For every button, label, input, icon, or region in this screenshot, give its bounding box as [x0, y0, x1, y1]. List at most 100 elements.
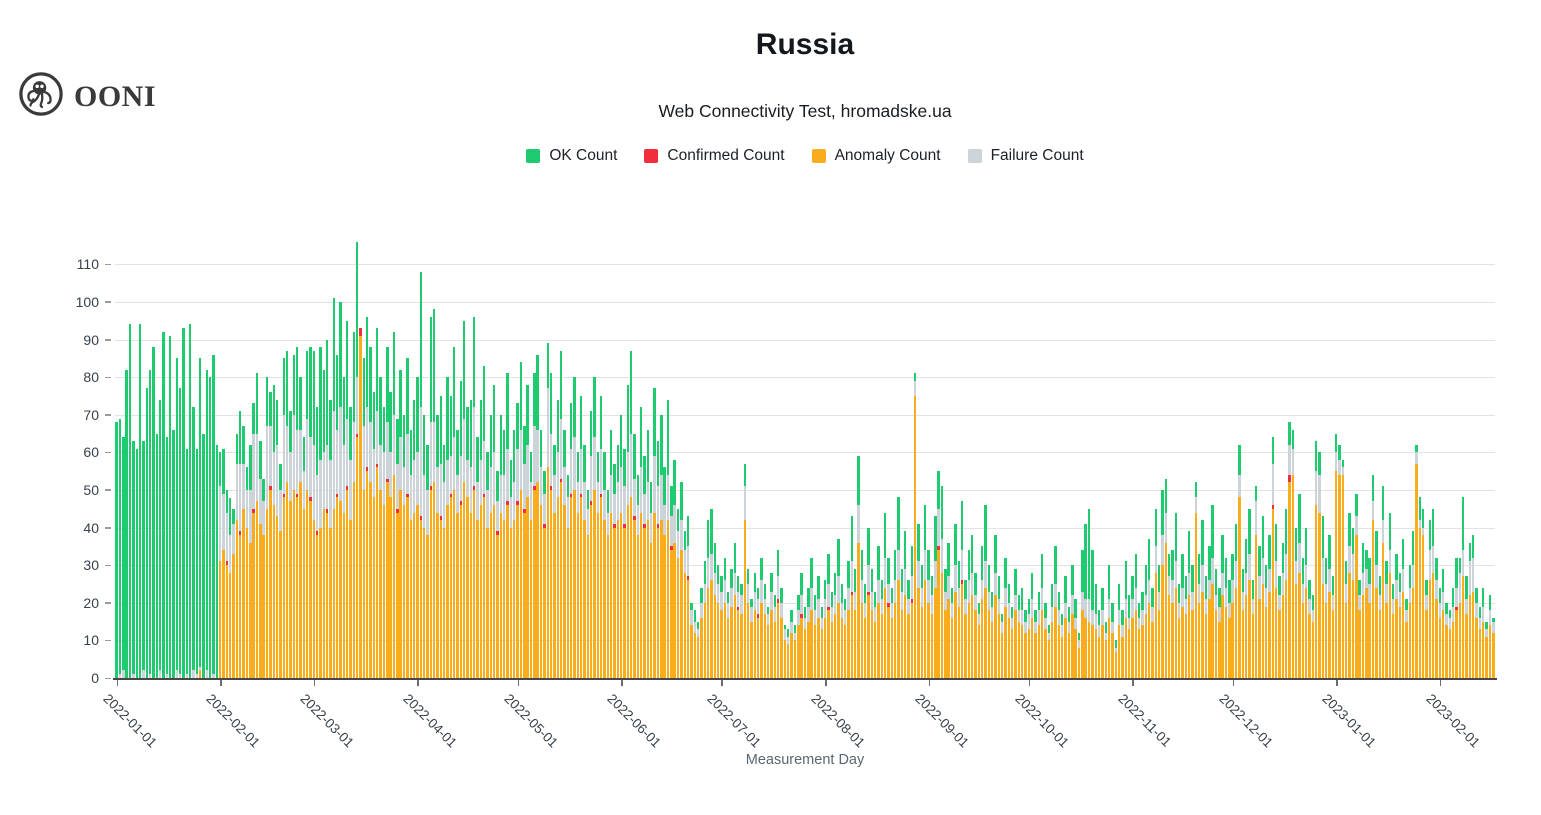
bar[interactable]: [232, 508, 235, 678]
bar[interactable]: [1408, 565, 1411, 678]
bar[interactable]: [462, 320, 466, 678]
bar[interactable]: [1478, 606, 1482, 678]
bar[interactable]: [1462, 497, 1465, 678]
bar[interactable]: [289, 410, 292, 678]
bar[interactable]: [666, 399, 670, 678]
bar[interactable]: [1482, 587, 1485, 678]
bar[interactable]: [1298, 493, 1301, 678]
bar[interactable]: [245, 467, 249, 678]
bar[interactable]: [493, 384, 496, 678]
bar[interactable]: [1431, 508, 1435, 678]
bar[interactable]: [299, 377, 302, 678]
bar[interactable]: [249, 444, 252, 678]
bar[interactable]: [339, 301, 342, 678]
bar[interactable]: [914, 373, 917, 678]
bar[interactable]: [1321, 516, 1325, 678]
bar[interactable]: [132, 441, 135, 678]
bar[interactable]: [466, 407, 469, 678]
bar[interactable]: [810, 557, 813, 678]
bar[interactable]: [269, 392, 272, 678]
bar[interactable]: [767, 606, 770, 678]
bar[interactable]: [479, 399, 483, 678]
bar[interactable]: [1224, 557, 1228, 678]
bar[interactable]: [539, 429, 543, 678]
bar[interactable]: [449, 395, 452, 678]
bar[interactable]: [222, 448, 225, 678]
bar[interactable]: [1385, 561, 1388, 678]
bar[interactable]: [623, 448, 626, 678]
bar[interactable]: [837, 538, 840, 678]
bar[interactable]: [593, 377, 596, 678]
bar[interactable]: [1178, 583, 1181, 678]
bar[interactable]: [960, 501, 964, 678]
bar[interactable]: [523, 426, 526, 678]
bar[interactable]: [944, 568, 947, 678]
bar[interactable]: [285, 350, 289, 678]
bar[interactable]: [496, 471, 499, 678]
bar[interactable]: [970, 535, 974, 678]
bar[interactable]: [643, 456, 646, 678]
bar[interactable]: [416, 377, 419, 678]
bar[interactable]: [1381, 486, 1385, 678]
bar[interactable]: [235, 433, 239, 678]
bar[interactable]: [1007, 583, 1011, 678]
bar[interactable]: [319, 347, 322, 678]
bar[interactable]: [118, 418, 122, 678]
bar[interactable]: [780, 587, 783, 678]
bar[interactable]: [760, 557, 763, 678]
bar[interactable]: [442, 444, 446, 678]
bar[interactable]: [1301, 557, 1305, 678]
bar[interactable]: [1184, 576, 1188, 678]
bar[interactable]: [626, 384, 630, 678]
bar[interactable]: [1157, 565, 1161, 678]
bar[interactable]: [650, 482, 653, 678]
bar[interactable]: [646, 429, 650, 678]
bar[interactable]: [145, 388, 148, 678]
bar[interactable]: [148, 369, 152, 678]
bar[interactable]: [589, 410, 593, 678]
bar[interactable]: [1074, 599, 1077, 678]
bar[interactable]: [128, 324, 132, 678]
bar[interactable]: [894, 550, 897, 678]
bar[interactable]: [406, 358, 409, 678]
bar[interactable]: [887, 557, 890, 678]
bar[interactable]: [563, 429, 566, 678]
bar[interactable]: [295, 347, 299, 678]
bar[interactable]: [439, 395, 442, 678]
bar[interactable]: [616, 444, 620, 678]
legend-item-failure_count[interactable]: Failure Count: [967, 147, 1084, 165]
bar[interactable]: [1161, 489, 1164, 678]
bar[interactable]: [356, 241, 359, 678]
bar[interactable]: [559, 350, 563, 678]
bar[interactable]: [1174, 512, 1178, 678]
bar[interactable]: [1325, 557, 1328, 678]
bar[interactable]: [1014, 568, 1017, 678]
bar[interactable]: [1288, 422, 1291, 678]
bar[interactable]: [706, 520, 710, 678]
bar[interactable]: [606, 489, 610, 678]
bar[interactable]: [863, 583, 867, 678]
bar[interactable]: [1284, 508, 1288, 678]
bar[interactable]: [158, 399, 162, 678]
bar[interactable]: [1201, 520, 1204, 678]
bar[interactable]: [1204, 576, 1208, 678]
bar[interactable]: [576, 452, 579, 678]
bar[interactable]: [693, 610, 696, 678]
bar[interactable]: [686, 516, 690, 678]
bar[interactable]: [1378, 576, 1381, 678]
bar[interactable]: [823, 580, 827, 678]
bar[interactable]: [977, 602, 980, 678]
bar[interactable]: [1425, 580, 1428, 678]
bar[interactable]: [843, 599, 847, 678]
bar[interactable]: [436, 414, 439, 678]
bar[interactable]: [452, 347, 456, 678]
bar[interactable]: [1294, 527, 1298, 678]
bar[interactable]: [620, 414, 623, 678]
bar[interactable]: [1331, 576, 1335, 678]
bar[interactable]: [1345, 561, 1348, 678]
bar[interactable]: [138, 324, 142, 678]
bar[interactable]: [800, 572, 803, 678]
bar[interactable]: [275, 399, 279, 678]
bar[interactable]: [1261, 516, 1264, 678]
bar[interactable]: [1335, 433, 1338, 678]
